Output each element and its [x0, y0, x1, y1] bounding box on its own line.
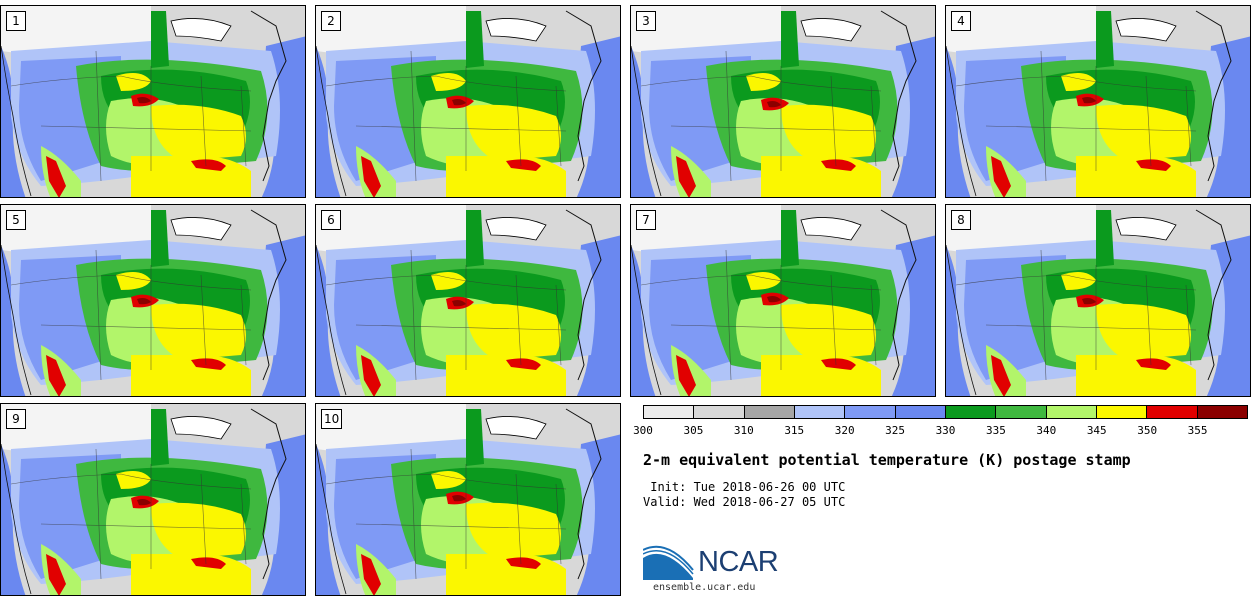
- panel-member-label: 3: [636, 11, 656, 31]
- colorbar-tick-label: 340: [1036, 424, 1057, 437]
- colorbar-tick-label: 310: [733, 424, 754, 437]
- colorbar-segment: [944, 406, 996, 418]
- colorbar-tick-label: 345: [1086, 424, 1107, 437]
- colorbar-segment: [1146, 406, 1197, 418]
- panel-member-label: 7: [636, 210, 656, 230]
- colorbar-tick-label: 350: [1137, 424, 1158, 437]
- colorbar-tick-label: 335: [985, 424, 1006, 437]
- ncar-logo-icon: [643, 545, 694, 580]
- map-panel: 8: [945, 204, 1251, 397]
- colorbar-tick-label: 305: [683, 424, 704, 437]
- panel-member-label: 9: [6, 409, 26, 429]
- colorbar-segment: [644, 406, 694, 418]
- colorbar-segment: [995, 406, 1046, 418]
- map-panel: 4: [945, 5, 1251, 198]
- colorbar-tick-label: 300: [633, 424, 653, 437]
- valid-time: Valid: Wed 2018-06-27 05 UTC: [643, 495, 846, 509]
- panel-member-label: 2: [321, 11, 341, 31]
- colorbar-segment: [743, 406, 794, 418]
- panel-member-label: 8: [951, 210, 971, 230]
- colorbar-segment: [793, 406, 845, 418]
- map-panel: 6: [315, 204, 621, 397]
- colorbar-segment: [844, 406, 895, 418]
- colorbar-segment: [894, 406, 945, 418]
- colorbar-tick-label: 355: [1187, 424, 1208, 437]
- product-title: 2-m equivalent potential temperature (K)…: [643, 451, 1131, 469]
- logo-url: ensemble.ucar.edu: [653, 582, 756, 593]
- map-panel: 3: [630, 5, 936, 198]
- map-panel: 1: [0, 5, 306, 198]
- map-panel: 9: [0, 403, 306, 596]
- map-panel: 7: [630, 204, 936, 397]
- colorbar-segment: [693, 406, 744, 418]
- panel-member-label: 1: [6, 11, 26, 31]
- colorbar-segment: [1095, 406, 1147, 418]
- map-panel: 2: [315, 5, 621, 198]
- map-panel: 10: [315, 403, 621, 596]
- colorbar-tick-label: 325: [885, 424, 906, 437]
- panel-member-label: 10: [321, 409, 343, 429]
- colorbar-segment: [1196, 406, 1247, 418]
- colorbar-ticks: 300 305 310 315 320 325 330 335 340 345 350 355: [633, 424, 1248, 438]
- map-panel: 5: [0, 204, 306, 397]
- colorbar-tick-label: 320: [834, 424, 855, 437]
- colorbar-tick-label: 330: [935, 424, 956, 437]
- panel-member-label: 6: [321, 210, 341, 230]
- panel-member-label: 4: [951, 11, 971, 31]
- logo-wordmark: NCAR: [698, 546, 779, 578]
- colorbar-segment: [1045, 406, 1096, 418]
- panel-member-label: 5: [6, 210, 26, 230]
- colorbar-tick-label: 315: [784, 424, 805, 437]
- init-time: Init: Tue 2018-06-26 00 UTC: [643, 480, 846, 494]
- colorbar: [643, 405, 1248, 419]
